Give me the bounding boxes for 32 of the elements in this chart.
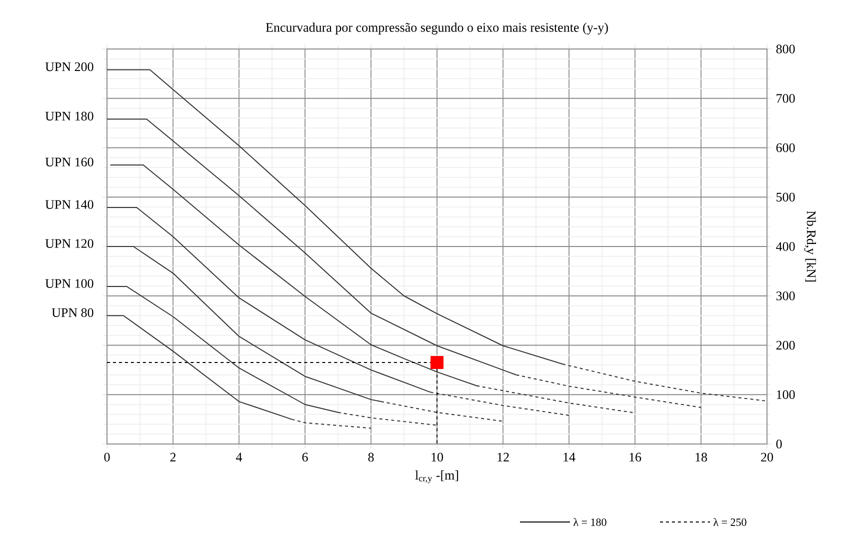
x-tick-label: 0 (104, 452, 110, 462)
series-label: UPN 100 (45, 279, 94, 288)
y-tick-label: 500 (776, 192, 795, 202)
series-label: UPN 200 (45, 62, 94, 72)
chart-title: Encurvadura por compressão segundo o eixo mais resistente (y-y) (266, 22, 608, 34)
series-label: UPN 140 (45, 200, 94, 209)
series-label: UPN 80 (52, 308, 94, 318)
x-tick-label: 18 (696, 452, 708, 462)
text: λ = 180 (574, 518, 606, 526)
y-axis-title: Nb.Rd,y [kN] (804, 210, 816, 282)
x-tick-label: 14 (564, 452, 576, 462)
series-label: UPN 160 (45, 158, 94, 166)
y-tick-label: 800 (776, 44, 795, 54)
x-tick-label: 2 (170, 452, 176, 462)
x-tick-label: 6 (302, 452, 308, 462)
y-tick-label: 700 (776, 94, 795, 103)
y-tick-label: 100 (776, 390, 795, 400)
x-tick-label: 4 (236, 452, 242, 462)
series-label: UPN 180 (45, 112, 94, 120)
x-tick-label: 12 (498, 452, 509, 462)
y-tick-label: 0 (776, 440, 782, 448)
x-axis-title: l$_{cr,y}$ -[m] (415, 470, 458, 484)
text: λ = 250 (714, 518, 746, 526)
x-tick-label: 10 (432, 452, 444, 462)
series-label: UPN 120 (45, 239, 94, 248)
y-tick-label: 200 (776, 340, 795, 350)
x-tick-label: 16 (630, 452, 642, 462)
y-tick-label: 300 (776, 291, 795, 300)
y-tick-label: 400 (776, 242, 795, 251)
y-tick-label: 600 (776, 143, 795, 152)
x-tick-label: 20 (761, 452, 774, 462)
x-tick-label: 8 (368, 452, 374, 462)
